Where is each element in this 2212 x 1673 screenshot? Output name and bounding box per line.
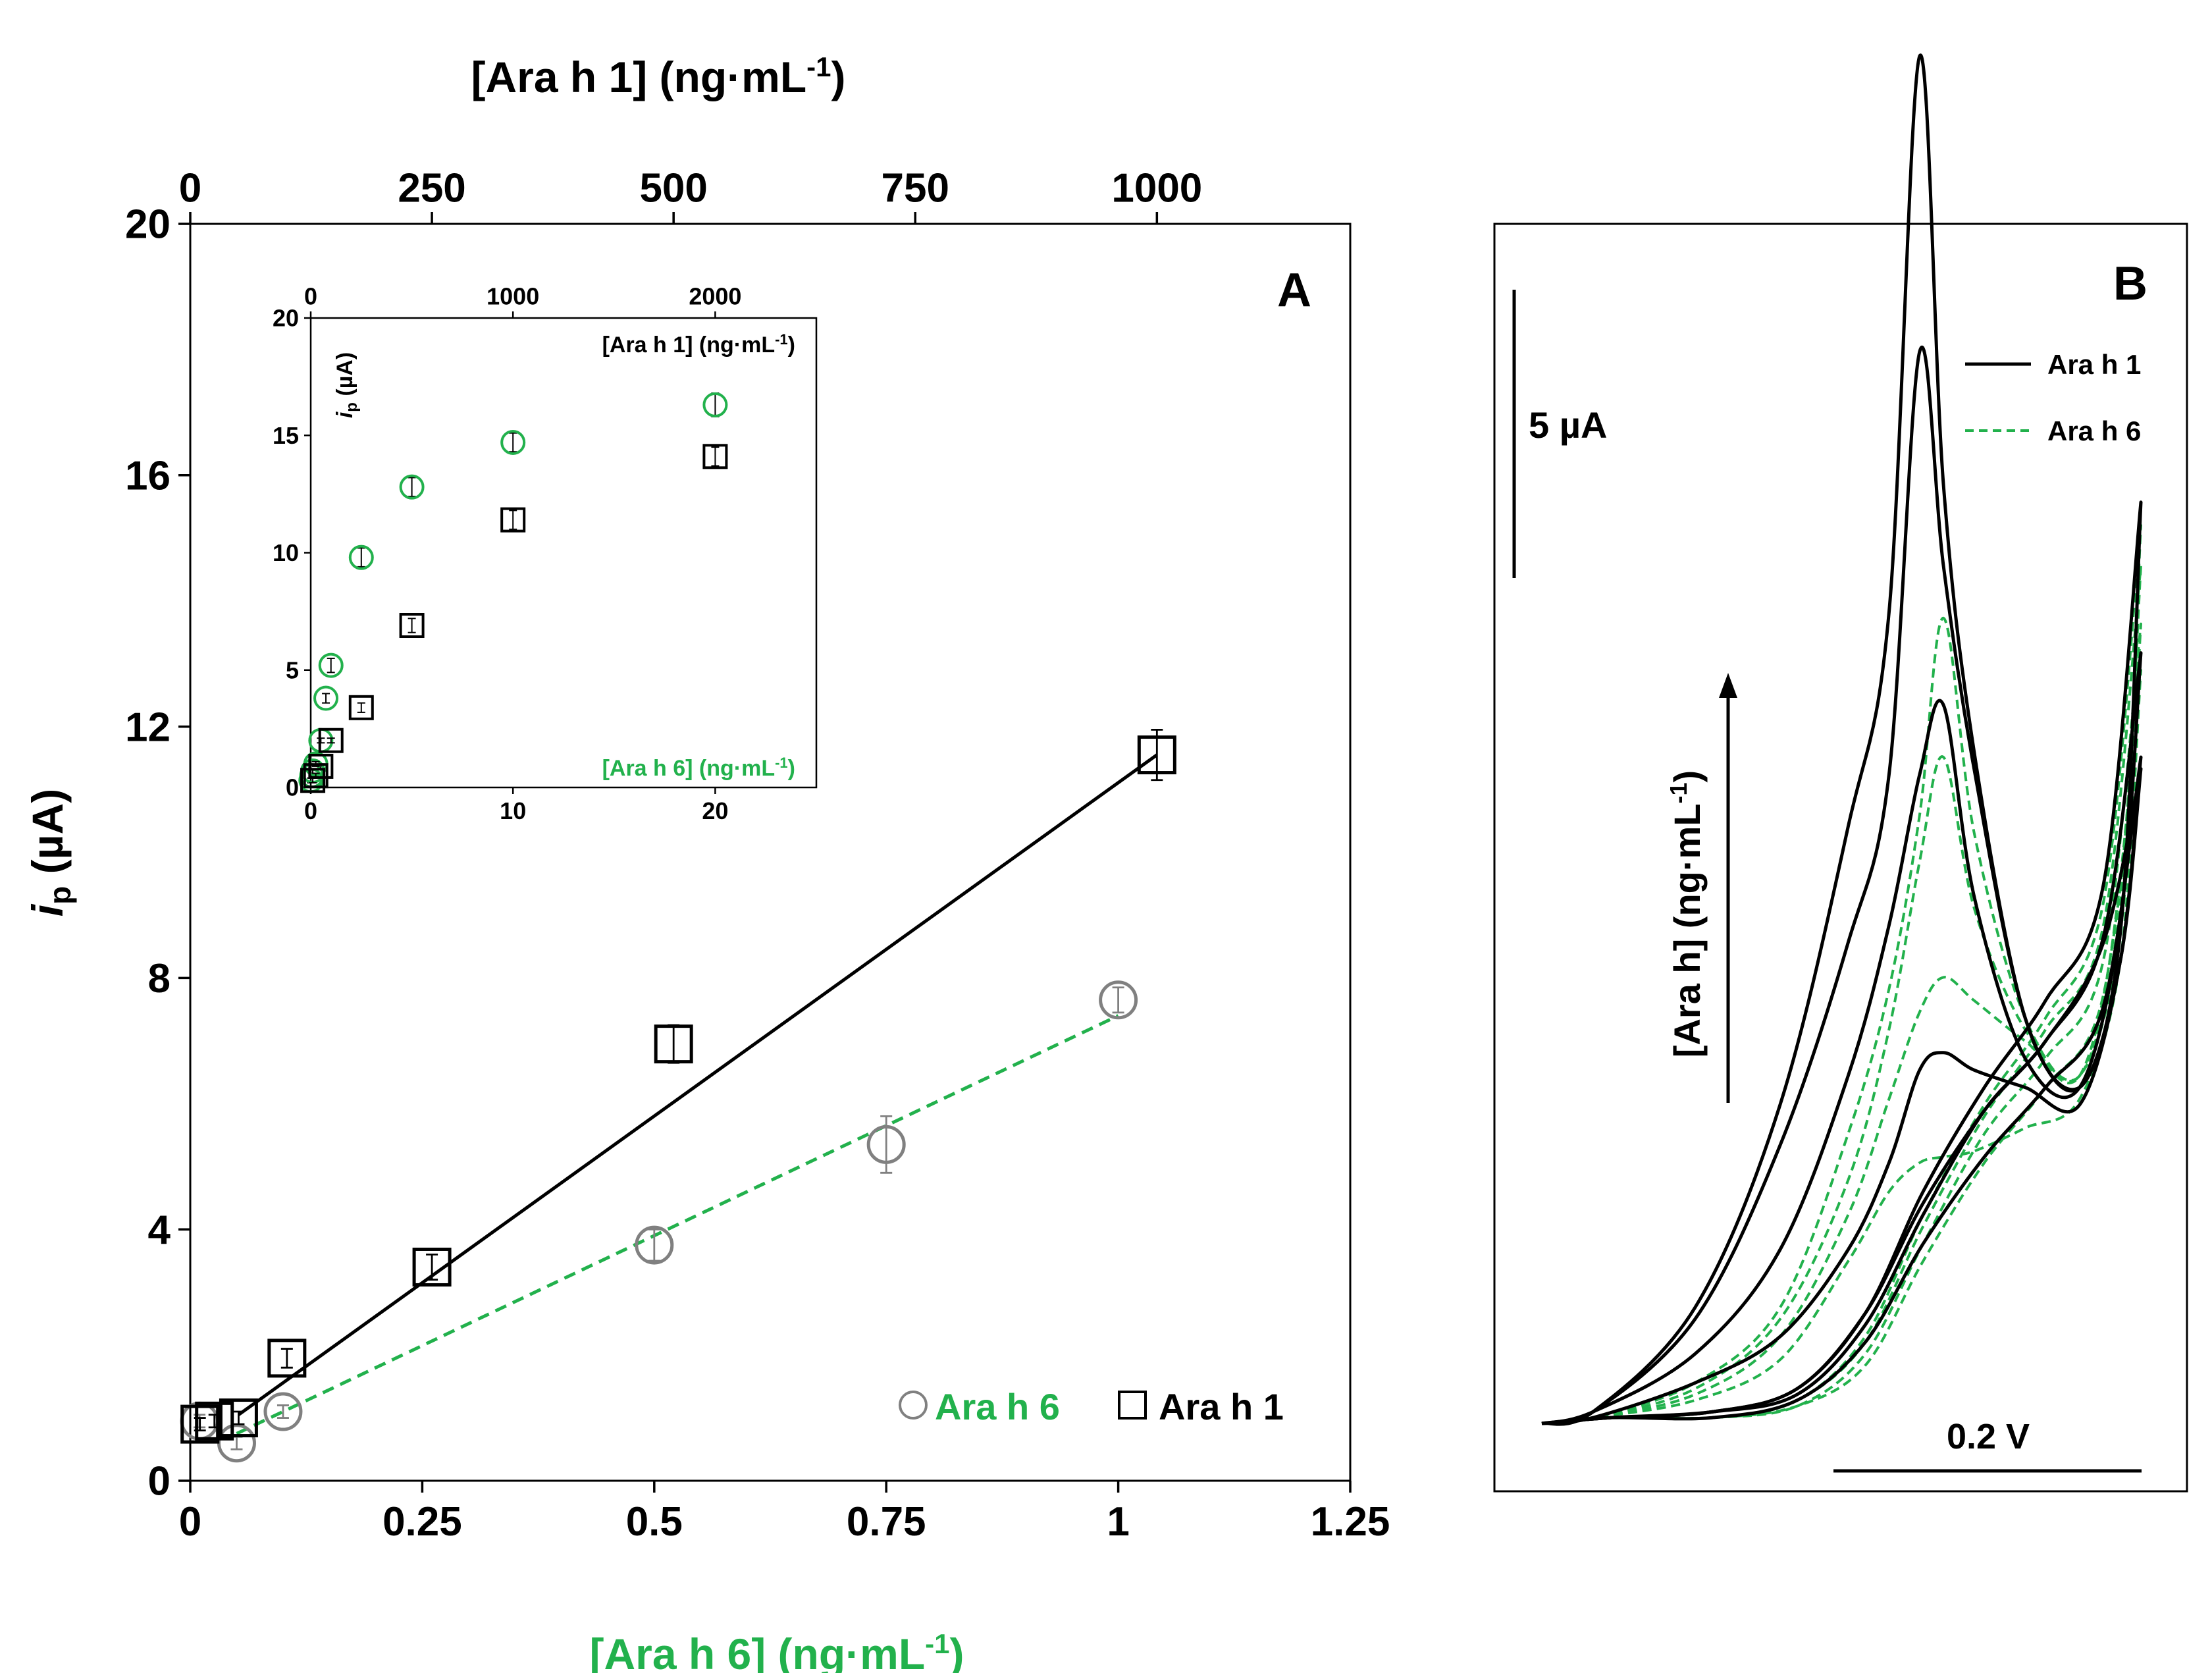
x-tick-label: 0 [179, 1499, 201, 1545]
y-tick-label: 15 [273, 422, 299, 449]
ara-h6-point [1099, 980, 1138, 1020]
inset-y-axis-title: ip (µA) [332, 352, 361, 418]
legend-b-ara-h1: Ara h 1 [2047, 349, 2141, 380]
ara-h6-point [866, 1125, 906, 1164]
ara-h1-point [308, 753, 334, 779]
ara-h1-point [303, 763, 329, 789]
panel-b: B 5 µA 0.2 V [Ara h] (ng·mL-1) Ara h 1 A… [1493, 53, 2188, 1493]
ara-h1-point [267, 1339, 307, 1378]
x-tick-label: 1.25 [1311, 1499, 1390, 1545]
x-tick-label: 20 [702, 797, 728, 824]
panel-b-voltammograms [1541, 53, 2143, 1426]
panel-a-top-axis: 0 250 500 750 1000 [179, 165, 1202, 224]
y-tick-label: 20 [125, 202, 171, 248]
ara-h6-fit-line [236, 1014, 1119, 1435]
inset-series [298, 392, 728, 793]
ara-h6-point [318, 652, 344, 678]
ara-h6-voltammogram [1541, 669, 2142, 1425]
inset-y-axis: 0 5 10 15 20 [273, 305, 311, 801]
panel-a-top-axis-title: [Ara h 1] (ng·mL-1) [471, 51, 846, 101]
top-tick-label: 0 [304, 283, 317, 310]
x-tick-label: 0.75 [847, 1499, 926, 1545]
legend-circle-marker [899, 1391, 928, 1420]
ara-h1-point [180, 1404, 220, 1444]
ara-h6-point [635, 1225, 674, 1265]
inset-top-axis-title: [Ara h 1] (ng·mL-1) [602, 331, 795, 358]
ara-h6-point [348, 544, 374, 570]
panel-b-frame [1493, 223, 2188, 1493]
y-tick-label: 10 [273, 539, 299, 566]
inset-top-axis: 0 1000 2000 [304, 283, 741, 318]
inset-bottom-axis: 0 10 20 [304, 787, 728, 824]
y-tick-label: 20 [273, 305, 299, 332]
y-tick-label: 5 [286, 656, 299, 683]
ara-h1-point [318, 728, 344, 753]
legend-ara-h6-label: Ara h 6 [935, 1386, 1060, 1427]
top-tick-label: 250 [398, 165, 465, 211]
panel-a-y-axis: 0 4 8 12 16 20 [125, 202, 190, 1504]
ara-h1-point [500, 507, 526, 533]
top-tick-label: 1000 [1111, 165, 1202, 211]
top-tick-label: 2000 [689, 283, 741, 310]
y-tick-label: 4 [148, 1208, 171, 1253]
ara-h1-fit-line [237, 753, 1158, 1416]
x-tick-label: 10 [500, 797, 526, 824]
ara-h6-point [500, 429, 526, 455]
x-tick-label: 0 [304, 797, 317, 824]
potential-scale-label: 0.2 V [1947, 1417, 2030, 1456]
y-tick-label: 0 [148, 1459, 171, 1504]
panel-a-legend: Ara h 6 Ara h 1 [899, 1386, 1284, 1427]
concentration-arrowhead [1719, 673, 1737, 698]
legend-b-ara-h6: Ara h 6 [2047, 415, 2141, 446]
panel-a-bottom-axis: 0 0.25 0.5 0.75 1 1.25 [179, 1481, 1390, 1545]
panel-a-label: A [1277, 264, 1311, 317]
panel-a-y-axis-title: ip (µA) [23, 789, 77, 916]
top-tick-label: 750 [882, 165, 949, 211]
ara-h6-point [313, 685, 339, 711]
current-scale-label: 5 µA [1529, 404, 1607, 446]
panel-b-legend: Ara h 1 Ara h 6 [1965, 349, 2141, 446]
ara-h6-point [399, 474, 425, 500]
legend-square-marker [1118, 1391, 1147, 1420]
y-tick-label: 0 [286, 774, 299, 801]
top-tick-label: 1000 [487, 283, 539, 310]
ara-h1-point [348, 695, 374, 720]
x-tick-label: 0.25 [382, 1499, 462, 1545]
ara-h1-point [399, 613, 425, 639]
panel-a-series [180, 728, 1176, 1463]
top-tick-label: 500 [639, 165, 707, 211]
y-tick-label: 8 [148, 956, 171, 1001]
ara-h1-point [702, 444, 728, 469]
inset-chart: 0 5 10 15 20 0 10 20 0 1000 2000 [Ara h 1] (ng·m… [273, 283, 818, 824]
ara-h6-point [263, 1392, 303, 1431]
ara-h1-point [300, 768, 326, 793]
ara-h6-point [702, 392, 728, 417]
ara-h1-point [195, 1401, 234, 1441]
ara-h1-point [654, 1024, 693, 1064]
panel-b-label: B [2113, 257, 2147, 310]
panel-a-bottom-axis-title: [Ara h 6] (ng·mL-1) [590, 1628, 964, 1673]
x-tick-label: 1 [1107, 1499, 1129, 1545]
ara-h1-voltammogram [1541, 651, 2143, 1425]
ara-h1-point [412, 1247, 452, 1287]
concentration-arrow-label: [Ara h] (ng·mL-1) [1665, 770, 1708, 1057]
ara-h1-point [1137, 735, 1176, 775]
ara-h1-voltammogram [1541, 755, 2143, 1425]
y-tick-label: 12 [125, 704, 171, 750]
inset-bottom-axis-title: [Ara h 6] (ng·mL-1) [602, 755, 795, 781]
x-tick-label: 0.5 [626, 1499, 683, 1545]
panel-a-plot-frame [189, 223, 1352, 1482]
inset-plot-frame [309, 317, 818, 789]
y-tick-label: 16 [125, 454, 171, 499]
ara-h1-point [219, 1398, 258, 1438]
legend-ara-h1-label: Ara h 1 [1159, 1386, 1284, 1427]
top-tick-label: 0 [179, 165, 201, 211]
